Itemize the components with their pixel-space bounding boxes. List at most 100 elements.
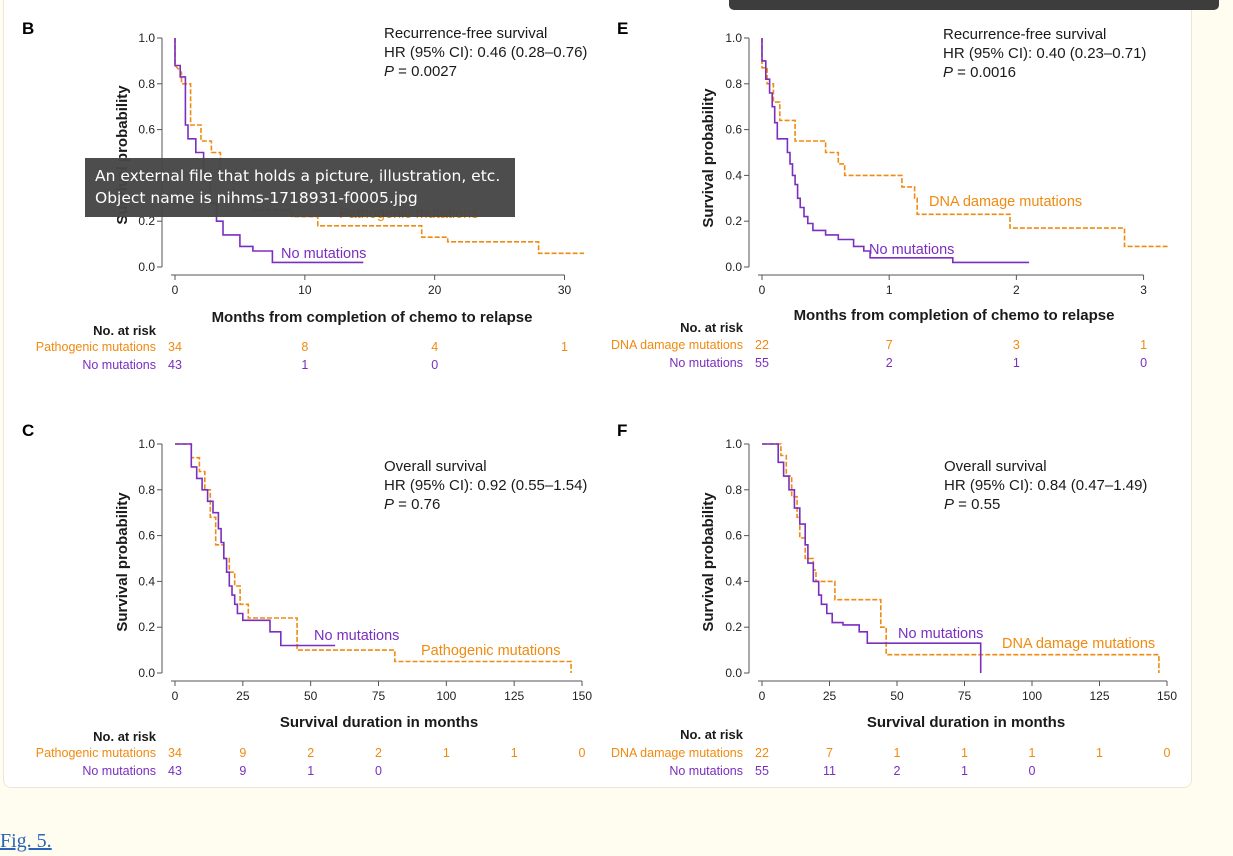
risk-value: 43 — [168, 764, 182, 778]
annotation-p-symbol: P — [943, 64, 953, 81]
curve-label: No mutations — [898, 626, 983, 642]
annotation-p-value: = 0.76 — [394, 496, 440, 513]
risk-value: 1 — [1029, 746, 1036, 760]
risk-value: 55 — [755, 764, 769, 778]
x-tick-label: 150 — [572, 689, 592, 703]
annotation-p-symbol: P — [384, 63, 394, 80]
y-tick-label: 0.2 — [138, 620, 155, 634]
risk-value: 1 — [561, 340, 568, 354]
x-tick-label: 0 — [759, 689, 766, 703]
risk-table-title: No. at risk — [680, 727, 744, 742]
x-tick-label: 75 — [958, 689, 972, 703]
risk-value: 2 — [375, 746, 382, 760]
series-line-no-mutations — [174, 38, 364, 264]
toolbar-strip — [729, 0, 1219, 10]
risk-value: 9 — [239, 746, 246, 760]
panel-f: F0.00.20.40.60.81.00 25 50 75 100 125 150Survi… — [611, 421, 1177, 778]
risk-table-title: No. at risk — [680, 320, 744, 335]
risk-value: 1 — [443, 746, 450, 760]
annotation-p: P = 0.0016 — [943, 64, 1016, 81]
x-tick-label: 75 — [372, 689, 386, 703]
y-tick-label: 0.2 — [725, 620, 742, 634]
risk-row-label: No mutations — [82, 358, 156, 372]
y-tick-label: 1.0 — [725, 437, 742, 451]
y-tick-label: 0.4 — [138, 574, 155, 588]
x-tick-label: 0 — [172, 689, 179, 703]
x-tick-label: 25 — [236, 689, 250, 703]
y-tick-label: 0.0 — [725, 666, 742, 680]
x-tick-label: 1 — [886, 283, 893, 297]
y-tick-label: 0.4 — [725, 168, 742, 182]
curve-label: No mutations — [281, 246, 366, 262]
x-tick-label: 125 — [504, 689, 524, 703]
annotation-hr: HR (95% CI): 0.40 (0.23–0.71) — [943, 45, 1146, 62]
series-line-no-mutations — [761, 38, 1030, 264]
risk-value: 2 — [307, 746, 314, 760]
panel-e: E 0.0 0.2 0.4 0.6 0.8 1.0 0 1 2 3 Survival probabil… — [611, 19, 1169, 370]
x-tick-label: 30 — [558, 283, 572, 297]
risk-value: 1 — [961, 764, 968, 778]
y-axis-title: Survival probability — [114, 492, 131, 632]
annotation-p: P = 0.76 — [384, 496, 440, 513]
y-tick-label: 0.0 — [138, 666, 155, 680]
y-axis-title: Survival probability — [700, 492, 717, 632]
risk-value: 1 — [301, 358, 308, 372]
curve-label: No mutations — [314, 628, 399, 644]
figure-link[interactable]: Fig. 5. — [0, 830, 52, 852]
risk-value: 0 — [1029, 764, 1036, 778]
risk-value: 0 — [1140, 356, 1147, 370]
annotation-p: P = 0.0027 — [384, 63, 457, 80]
x-tick-label: 2 — [1013, 283, 1020, 297]
risk-value: 0 — [579, 746, 586, 760]
y-tick-label: 0.6 — [138, 123, 155, 137]
y-tick-label: 1.0 — [138, 437, 155, 451]
x-tick-label: 100 — [1022, 689, 1042, 703]
annotation-p-symbol: P — [944, 496, 954, 513]
risk-value: 4 — [431, 340, 438, 354]
annotation-p-value: = 0.0016 — [953, 64, 1016, 81]
risk-value: 3 — [1013, 338, 1020, 352]
risk-value: 34 — [168, 340, 182, 354]
risk-row-label: DNA damage mutations — [611, 338, 743, 352]
annotation-p-value: = 0.55 — [954, 496, 1000, 513]
annotation-hr: HR (95% CI): 0.46 (0.28–0.76) — [384, 44, 587, 61]
y-tick-label: 1.0 — [725, 31, 742, 45]
x-tick-label: 10 — [298, 283, 312, 297]
risk-row-label: No mutations — [669, 764, 743, 778]
y-tick-label: 0.8 — [725, 77, 742, 91]
x-tick-label: 100 — [436, 689, 456, 703]
risk-value: 1 — [961, 746, 968, 760]
x-tick-label: 0 — [759, 283, 766, 297]
risk-value: 0 — [1164, 746, 1171, 760]
risk-value: 55 — [755, 356, 769, 370]
series-line-mutated — [175, 443, 572, 673]
annotation-p-symbol: P — [384, 496, 394, 513]
risk-row-label: DNA damage mutations — [611, 746, 743, 760]
panel-letter: E — [617, 19, 628, 38]
annotation-title: Overall survival — [944, 458, 1047, 475]
y-tick-label: 0.6 — [725, 529, 742, 543]
y-tick-label: 0.8 — [138, 77, 155, 91]
risk-row-label: Pathogenic mutations — [36, 340, 156, 354]
panel-letter: F — [617, 421, 627, 440]
risk-value: 2 — [886, 356, 893, 370]
x-tick-label: 150 — [1157, 689, 1177, 703]
panel-letter: B — [22, 19, 34, 38]
annotation-p-value: = 0.0027 — [394, 63, 457, 80]
series-line-mutated — [761, 38, 1169, 248]
risk-value: 22 — [755, 338, 769, 352]
x-axis-title: Survival duration in months — [867, 714, 1065, 731]
risk-value: 11 — [823, 764, 836, 778]
series-line-no-mutations — [762, 443, 982, 673]
risk-value: 1 — [1013, 356, 1020, 370]
x-tick-label: 125 — [1089, 689, 1109, 703]
annotation-title: Recurrence-free survival — [943, 26, 1106, 43]
curve-label: Pathogenic mutations — [421, 643, 560, 659]
risk-row-label: Pathogenic mutations — [36, 746, 156, 760]
risk-value: 22 — [755, 746, 769, 760]
annotation-hr: HR (95% CI): 0.92 (0.55–1.54) — [384, 477, 587, 494]
curve-label: DNA damage mutations — [1002, 636, 1155, 652]
y-tick-label: 0.6 — [725, 123, 742, 137]
risk-row-label: No mutations — [82, 764, 156, 778]
